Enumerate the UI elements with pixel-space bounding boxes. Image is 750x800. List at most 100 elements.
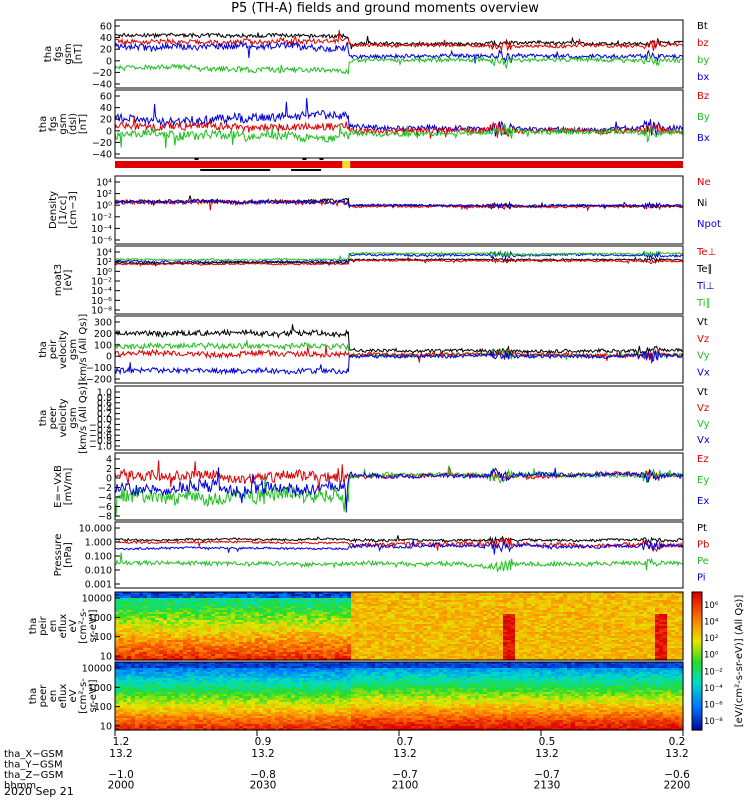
spectrogram-cell [151, 652, 156, 655]
spectrogram-cell [371, 640, 376, 643]
spectrogram-cell [251, 626, 256, 629]
spectrogram-cell [119, 648, 124, 651]
spectrogram-cell [267, 592, 272, 595]
spectrogram-cell [539, 628, 544, 631]
spectrogram-cell [495, 606, 500, 609]
spectrogram-cell [487, 594, 492, 597]
spectrogram-cell [131, 606, 136, 609]
spectrogram-cell [247, 596, 252, 599]
spectrogram-cell [239, 598, 244, 601]
spectrogram-cell [155, 594, 160, 597]
spectrogram-cell [247, 632, 252, 635]
spectrogram-cell [211, 630, 216, 633]
spectrogram-cell [259, 618, 264, 621]
spectrogram-cell [523, 610, 528, 613]
spectrogram-cell [183, 646, 188, 649]
spectrogram-cell [571, 644, 576, 647]
spectrogram-cell [379, 630, 384, 633]
spectrogram-cell [491, 650, 496, 653]
spectrogram-cell [615, 604, 620, 607]
spectrogram-cell [479, 622, 484, 625]
spectrogram-cell [155, 632, 160, 635]
spectrogram-cell [515, 630, 520, 633]
spectrogram-cell [467, 606, 472, 609]
spectrogram-cell [407, 648, 412, 651]
spectrogram-cell [659, 600, 664, 603]
spectrogram-cell [491, 644, 496, 647]
spectrogram-cell [511, 602, 516, 605]
spectrogram-cell [579, 620, 584, 623]
spectrogram-cell [491, 646, 496, 649]
spectrogram-cell [339, 628, 344, 631]
spectrogram-cell [147, 618, 152, 621]
spectrogram-cell [235, 644, 240, 647]
spectrogram-cell [283, 636, 288, 639]
spectrogram-cell [407, 644, 412, 647]
spectrogram-cell [319, 608, 324, 611]
spectrogram-cell [503, 622, 508, 625]
spectrogram-cell [211, 594, 216, 597]
spectrogram-cell [387, 642, 392, 645]
spectrogram-cell [375, 648, 380, 651]
spectrogram-cell [383, 632, 388, 635]
spectrogram-cell [667, 628, 672, 631]
spectrogram-cell [503, 594, 508, 597]
spectrogram-cell [563, 638, 568, 641]
spectrogram-cell [175, 656, 180, 659]
spectrogram-cell [367, 618, 372, 621]
spectrogram-cell [411, 622, 416, 625]
spectrogram-cell [659, 652, 664, 655]
spectrogram-cell [327, 640, 332, 643]
spectrogram-cell [379, 592, 384, 595]
spectrogram-cell [119, 628, 124, 631]
spectrogram-cell [351, 598, 356, 601]
spectrogram-cell [487, 642, 492, 645]
spectrogram-cell [151, 600, 156, 603]
spectrogram-cell [387, 652, 392, 655]
spectrogram-cell [199, 640, 204, 643]
spectrogram-cell [191, 632, 196, 635]
spectrogram-cell [227, 636, 232, 639]
spectrogram-cell [275, 644, 280, 647]
spectrogram-cell [639, 650, 644, 653]
spectrogram-cell [479, 644, 484, 647]
spectrogram-cell [603, 622, 608, 625]
spectrogram-cell [427, 636, 432, 639]
legend-entry: Ni [697, 198, 707, 209]
spectrogram-cell [179, 636, 184, 639]
spectrogram-cell [471, 610, 476, 613]
spectrogram-cell [607, 612, 612, 615]
spectrogram-cell [371, 600, 376, 603]
spectrogram-cell [575, 652, 580, 655]
spectrogram-cell [131, 636, 136, 639]
spectrogram-cell [251, 646, 256, 649]
spectrogram-cell [227, 612, 232, 615]
spectrogram-cell [187, 658, 192, 661]
spectrogram-cell [595, 618, 600, 621]
spectrogram-cell [235, 616, 240, 619]
spectrogram-cell [387, 594, 392, 597]
spectrogram-cell [671, 628, 676, 631]
spectrogram-cell [535, 656, 540, 659]
y-tick-label: −4 [98, 493, 112, 504]
spectrogram-cell [375, 592, 380, 595]
spectrogram-cell [195, 654, 200, 657]
spectrogram-cell [355, 632, 360, 635]
spectrogram-cell [131, 648, 136, 651]
spectrogram-cell [187, 638, 192, 641]
spectrogram-cell [659, 630, 664, 633]
spectrogram-cell [203, 622, 208, 625]
spectrogram-cell [299, 624, 304, 627]
spectrogram-cell [411, 604, 416, 607]
spectrogram-cell [571, 608, 576, 611]
spectrogram-cell [419, 638, 424, 641]
spectrogram-cell [191, 654, 196, 657]
spectrogram-cell [631, 652, 636, 655]
legend-entry: By [697, 112, 710, 123]
spectrogram-cell [527, 632, 532, 635]
spectrogram-cell [311, 640, 316, 643]
spectrogram-cell [163, 592, 168, 595]
spectrogram-cell [279, 630, 284, 633]
y-tick-label: 10⁻² [91, 277, 112, 288]
spectrogram-cell [491, 640, 496, 643]
